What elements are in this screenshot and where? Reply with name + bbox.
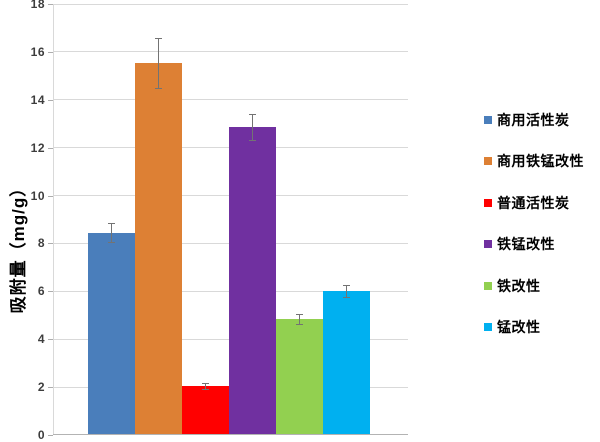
bar-铁改性 [276,318,323,435]
y-tick-label-16: 16 [30,44,45,59]
error-cap-top-铁改性 [296,314,303,316]
legend-label: 商用活性炭 [497,111,570,128]
y-tick-mark-18 [48,4,53,5]
legend-item-商用铁锰改性: 商用铁锰改性 [484,141,584,183]
error-cap-top-铁锰改性 [249,114,256,116]
error-bar-铁改性 [299,314,300,324]
legend-label: 普通活性炭 [497,194,570,211]
legend-item-锰改性: 锰改性 [484,307,584,349]
plot-area [53,3,408,435]
legend-item-铁改性: 铁改性 [484,265,584,307]
legend-swatch-icon [484,115,492,124]
legend-item-普通活性炭: 普通活性炭 [484,182,584,224]
legend-swatch-icon [484,240,492,249]
legend: 商用活性炭商用铁锰改性 普通活性炭铁锰改性铁改性锰改性 [484,99,584,348]
y-tick-mark-2 [48,387,53,389]
y-tick-label-2: 2 [37,380,45,395]
error-cap-top-普通活性炭 [202,383,209,385]
legend-swatch-icon [484,281,492,290]
y-tick-mark-14 [48,99,53,101]
gridline-16 [53,51,408,53]
y-tick-label-10: 10 [30,188,45,203]
error-bar-锰改性 [346,285,347,298]
legend-label: 锰改性 [497,319,541,336]
legend-item-铁锰改性: 铁锰改性 [484,224,584,266]
legend-item-商用活性炭: 商用活性炭 [484,99,584,141]
y-tick-mark-16 [48,51,53,53]
error-bar-普通活性炭 [205,383,206,389]
y-tick-label-8: 8 [37,236,45,251]
gridline-14 [53,99,408,101]
error-bar-铁锰改性 [252,114,253,141]
error-cap-top-商用铁锰改性 [155,37,162,39]
error-cap-bottom-铁锰改性 [249,140,256,142]
error-cap-top-锰改性 [343,285,350,287]
legend-label: 铁改性 [497,277,541,294]
y-tick-mark-4 [48,339,53,341]
y-axis-tick-labels: 0 2 4 6 8 10 12 14 16 18 [0,0,45,441]
gridline-18 [53,3,408,5]
y-tick-label-14: 14 [30,92,45,107]
error-bar-商用铁锰改性 [158,37,159,88]
error-cap-bottom-锰改性 [343,297,350,299]
y-tick-mark-8 [48,243,53,245]
bar-锰改性 [323,291,370,435]
y-tick-label-4: 4 [37,332,45,347]
bar-普通活性炭 [182,385,229,435]
error-cap-bottom-商用铁锰改性 [155,87,162,89]
legend-swatch-icon [484,323,492,332]
error-cap-bottom-铁改性 [296,323,303,325]
y-tick-mark-12 [48,147,53,149]
bar-商用活性炭 [88,232,135,435]
y-tick-mark-0 [48,435,53,436]
error-cap-bottom-商用活性炭 [108,242,115,244]
y-axis-line [53,4,54,435]
legend-swatch-icon [484,157,492,166]
y-tick-label-18: 18 [30,0,45,11]
y-tick-label-12: 12 [30,140,45,155]
bar-铁锰改性 [229,127,276,435]
y-tick-mark-10 [48,195,53,197]
y-tick-label-0: 0 [37,428,45,442]
bar-商用铁锰改性 [135,62,182,435]
error-bar-商用活性炭 [111,223,112,243]
x-axis-line [53,434,408,435]
legend-label: 铁锰改性 [497,236,555,253]
error-cap-bottom-普通活性炭 [202,388,209,390]
legend-label: 商用铁锰改性 [497,153,584,170]
error-cap-top-商用活性炭 [108,223,115,225]
y-tick-mark-6 [48,291,53,293]
y-tick-label-6: 6 [37,284,45,299]
legend-swatch-icon [484,198,492,207]
